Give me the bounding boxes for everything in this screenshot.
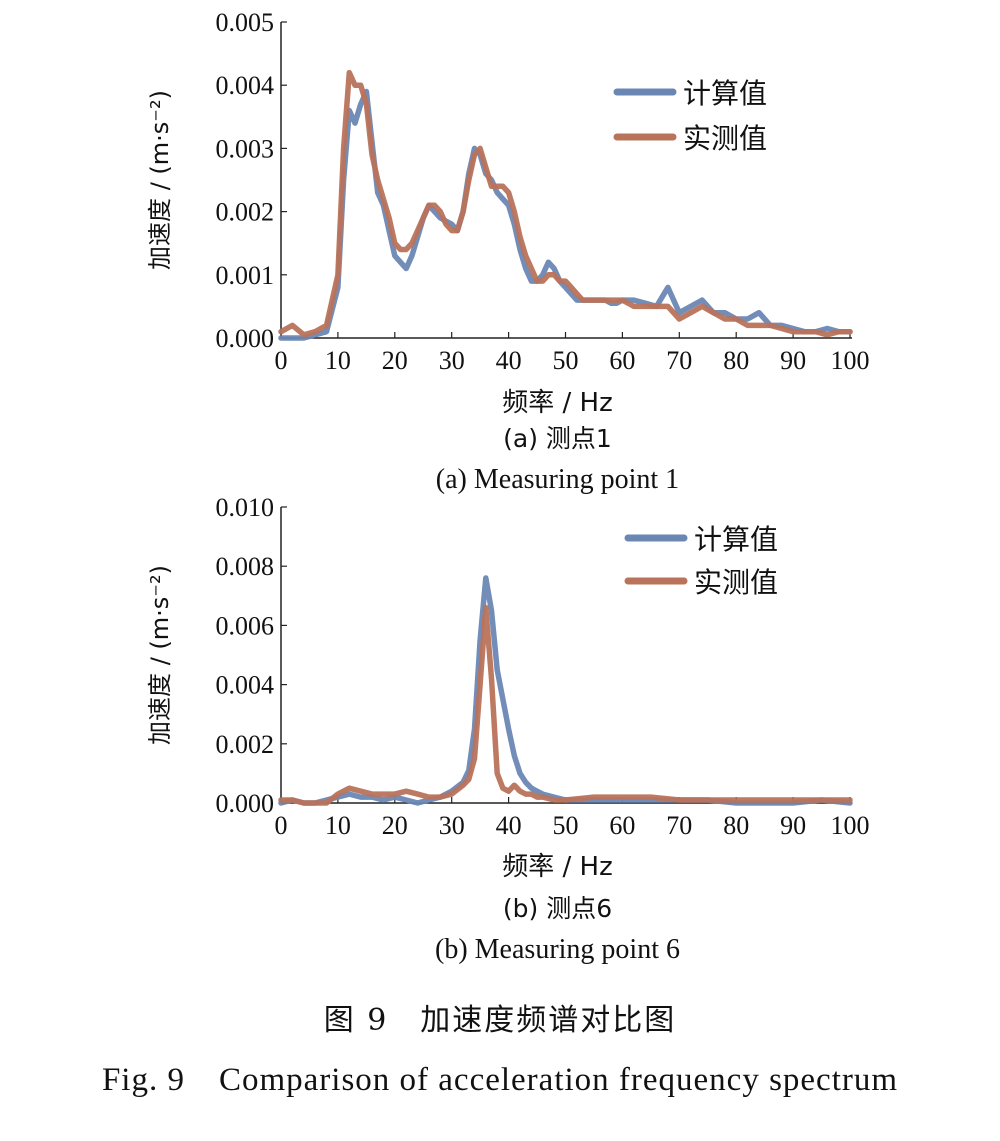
x-tick-label: 30: [439, 346, 465, 375]
series-line-2: [278, 69, 853, 338]
y-tick-label: 0.002: [216, 730, 275, 759]
x-tick-label: 70: [666, 811, 692, 840]
y-tick-label: 0.003: [216, 134, 275, 163]
x-tick-label: 90: [780, 811, 806, 840]
x-tick-label: 20: [382, 346, 408, 375]
x-tick-label: 80: [723, 346, 749, 375]
chart-panel-2: 0.000 0.002 0.004 0.006 0.008 0.010 0 10 20 30 40 5…: [146, 493, 870, 965]
x-tick-label: 60: [609, 811, 635, 840]
panel-caption-cn: (b) 测点6: [503, 894, 612, 923]
x-tick-label: 50: [553, 346, 579, 375]
panel-caption-en: (a) Measuring point 1: [436, 464, 679, 495]
figure-title-en: Fig. 9 Comparison of acceleration freque…: [101, 1062, 899, 1098]
y-axis-label: 加速度 / (m·s⁻²): [146, 565, 174, 745]
x-tick-label: 10: [325, 346, 351, 375]
x-axis-label: 频率 / Hz: [502, 388, 613, 418]
y-tick-label: 0.000: [216, 789, 275, 818]
y-tick-label: 0.006: [216, 611, 275, 640]
x-tick-label: 0: [275, 346, 288, 375]
y-tick-label: 0.008: [216, 552, 275, 581]
x-tick-label: 80: [723, 811, 749, 840]
x-axis-label: 频率 / Hz: [502, 852, 613, 882]
x-tick-label: 10: [325, 811, 351, 840]
chart-panel-1: 0.000 0.001 0.002 0.003 0.004 0.005 0 10 20 30 40 5…: [146, 8, 870, 495]
series-line-2: [278, 604, 853, 806]
y-tick-label: 0.002: [216, 198, 275, 227]
legend-label-1: 计算值: [683, 77, 767, 110]
x-tick-label: 70: [666, 346, 692, 375]
x-tick-label: 100: [831, 346, 870, 375]
y-axis-label: 加速度 / (m·s⁻²): [146, 90, 174, 270]
legend-label-2: 实测值: [694, 566, 778, 599]
x-tick-label: 20: [382, 811, 408, 840]
y-tick-label: 0.000: [216, 324, 275, 353]
y-tick-label: 0.001: [216, 261, 275, 290]
panel-caption-cn: (a) 测点1: [503, 424, 612, 453]
series-line-1: [278, 575, 853, 806]
x-tick-label: 40: [496, 346, 522, 375]
panel-caption-en: (b) Measuring point 6: [435, 934, 680, 965]
x-tick-label: 50: [553, 811, 579, 840]
y-tick-label: 0.004: [216, 71, 275, 100]
y-tick-label: 0.004: [216, 671, 275, 700]
x-tick-label: 90: [780, 346, 806, 375]
x-tick-label: 40: [496, 811, 522, 840]
x-tick-label: 100: [831, 811, 870, 840]
y-tick-label: 0.005: [216, 8, 275, 37]
x-tick-label: 30: [439, 811, 465, 840]
x-tick-label: 60: [609, 346, 635, 375]
legend-label-2: 实测值: [683, 122, 767, 155]
figure-title-cn: 图 9 加速度频谱对比图: [323, 1003, 677, 1038]
x-tick-label: 0: [275, 811, 288, 840]
y-tick-label: 0.010: [216, 493, 275, 522]
legend-label-1: 计算值: [694, 523, 778, 556]
